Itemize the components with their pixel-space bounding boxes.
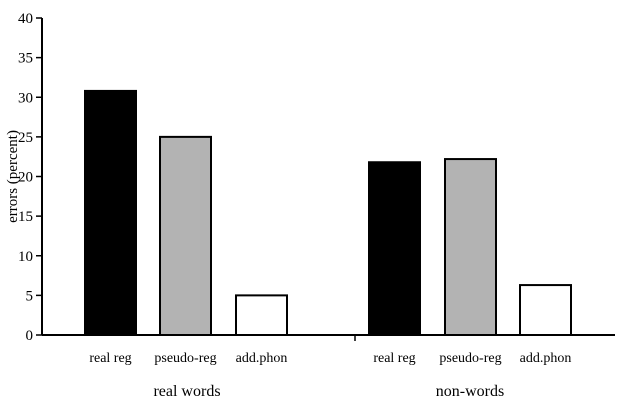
category-label: real reg [89, 351, 131, 366]
y-tick-label: 15 [18, 209, 33, 225]
category-labels: real reg pseudo-reg add.phon real reg pseudo… [89, 351, 571, 366]
group-labels: real words non-words [153, 383, 504, 400]
category-label: real reg [373, 351, 415, 366]
y-tick-label: 25 [18, 130, 33, 146]
bar [235, 294, 288, 336]
y-axis-title: errors (percent) [5, 130, 21, 223]
axes [41, 18, 615, 341]
y-tick-label: 40 [18, 11, 33, 27]
group-label: non-words [436, 383, 504, 400]
category-label: pseudo-reg [439, 351, 501, 366]
y-tick-label: 10 [18, 249, 33, 265]
bar [368, 161, 421, 336]
bar [84, 89, 137, 336]
y-tick-label: 20 [18, 170, 33, 186]
bars [84, 89, 572, 337]
y-tick-label: 35 [18, 51, 33, 67]
bar [444, 158, 497, 336]
category-label: add.phon [520, 351, 572, 366]
category-label: pseudo-reg [154, 351, 216, 366]
bar [159, 135, 212, 336]
group-label: real words [153, 383, 220, 400]
y-tick-label: 0 [26, 328, 34, 344]
y-tick-label: 30 [18, 90, 33, 106]
category-label: add.phon [236, 351, 288, 366]
y-tick-label: 5 [26, 288, 34, 304]
bar [519, 284, 572, 337]
y-axis-ticks: 0 5 10 15 20 25 30 35 40 [18, 11, 42, 344]
